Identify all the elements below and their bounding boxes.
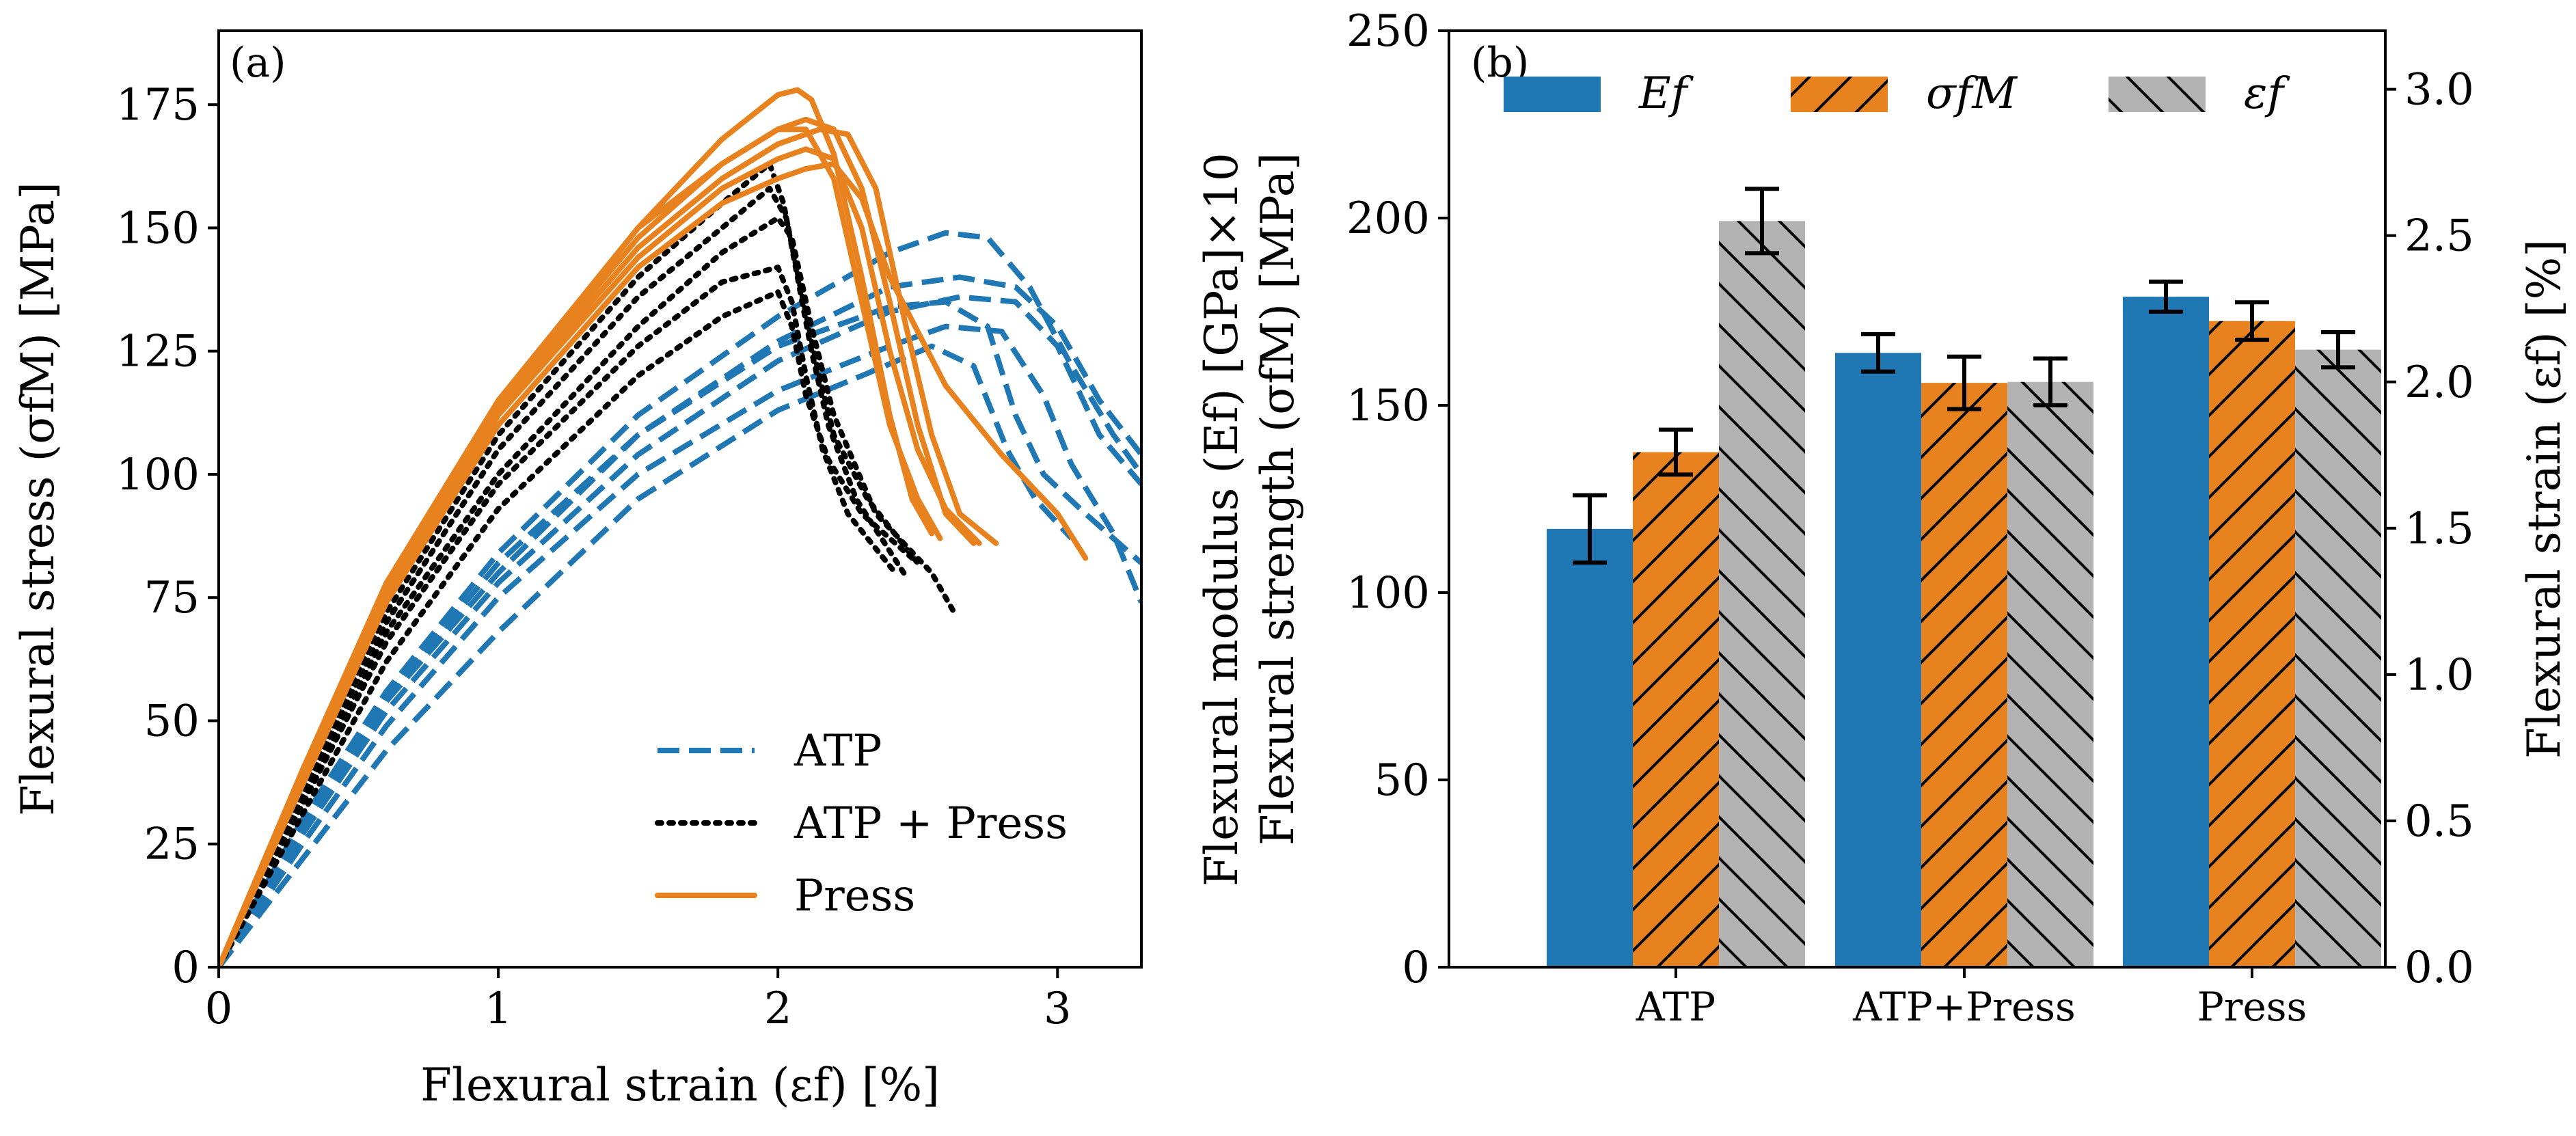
bar-atp-press-s2 (1921, 383, 2007, 967)
panel-b-axes-frame (1448, 29, 2387, 969)
b-ytick-left-label: 50 (1374, 755, 1430, 806)
panel-b-ylabel-right: Flexural strain (εf) [%] (2518, 239, 2571, 759)
a-ytick-label: 150 (116, 203, 200, 254)
legend-swatch-1 (1504, 77, 1601, 112)
a-xtick-label: 0 (205, 984, 233, 1034)
bar-atp-press-s3 (2007, 381, 2093, 967)
legend-label-1: Ef (1638, 68, 1694, 119)
panel-a-line-chart: 0 1 2 3 0 25 50 75 100 125 150 175 (a) Flexural str… (12, 29, 1143, 1111)
panel-a-ylabel: Flexural stress (σfM) [MPa] (12, 182, 64, 816)
b-category-label: Press (2197, 984, 2307, 1030)
legend-label-2: σfM (1926, 68, 2018, 119)
legend-label-atp-press: ATP + Press (794, 798, 1068, 849)
panel-a-tag: (a) (230, 39, 286, 87)
legend-label-3: εf (2244, 68, 2290, 119)
panel-b-legend: Ef σfM εf (1504, 68, 2290, 119)
b-ytick-right-label: 2.0 (2404, 357, 2474, 408)
curve-atp-3 (219, 294, 1141, 967)
curve-atp-press-4 (219, 289, 921, 967)
b-ytick-left-label: 200 (1346, 193, 1430, 244)
b-ytick-left-label: 250 (1346, 6, 1430, 57)
bar-atp-press-s1 (1835, 353, 1921, 967)
curve-atp-press-2 (219, 185, 921, 967)
a-xtick-label: 3 (1044, 984, 1072, 1034)
b-ytick-right-label: 1.0 (2404, 650, 2474, 701)
bar-atp-s3 (1719, 221, 1805, 967)
panel-a-xlabel: Flexural strain (εf) [%] (420, 1059, 940, 1111)
legend-swatch-3 (2109, 77, 2206, 112)
bar-press-s2 (2209, 321, 2295, 967)
b-ytick-right-label: 3.0 (2404, 65, 2474, 116)
curve-atp-5 (219, 323, 1141, 967)
bar-press-s1 (2123, 297, 2209, 968)
b-category-label: ATP+Press (1852, 984, 2076, 1030)
panel-b-ylabel-left-line2: Flexural strength (σfM) [MPa] (1251, 152, 1304, 846)
b-category-label: ATP (1636, 984, 1716, 1030)
b-ytick-right-label: 1.5 (2404, 504, 2474, 554)
curve-atp-6 (219, 343, 1074, 967)
curve-press-6 (219, 126, 943, 967)
panel-a-axes-frame (217, 29, 1143, 969)
a-xtick-label: 1 (485, 984, 513, 1034)
curve-atp-2 (219, 274, 1141, 967)
legend-swatch-2 (1791, 77, 1888, 112)
b-ytick-right-label: 2.5 (2404, 211, 2474, 262)
curve-atp-press-5 (219, 215, 957, 967)
panel-b-bar-chart: ATP ATP+Press Press 0 50 100 150 200 250 0.0 0.5 1.… (1195, 6, 2571, 1030)
legend-label-atp: ATP (794, 726, 882, 776)
a-ytick-label: 25 (144, 820, 200, 870)
panel-b-ylabel-left-line1: Flexural modulus (Ef) [GPa]×10 (1195, 152, 1248, 887)
a-ytick-label: 100 (116, 450, 200, 500)
curve-atp-4 (219, 299, 1141, 967)
b-ytick-right-label: 0.5 (2404, 796, 2474, 847)
bar-atp-s2 (1633, 452, 1719, 967)
panel-a-legend: ATP ATP + Press Press (655, 726, 1068, 921)
bar-atp-s1 (1547, 528, 1633, 967)
a-ytick-label: 175 (116, 80, 200, 131)
legend-label-press: Press (794, 871, 915, 921)
b-ytick-left-label: 100 (1346, 568, 1430, 619)
curve-atp-1 (219, 230, 1141, 967)
a-ytick-label: 125 (116, 327, 200, 377)
a-ytick-label: 75 (144, 573, 200, 623)
a-ytick-label: 0 (172, 943, 200, 993)
a-ytick-label: 50 (144, 696, 200, 746)
b-ytick-left-label: 0 (1402, 943, 1430, 993)
b-ytick-left-label: 150 (1346, 381, 1430, 431)
a-xtick-label: 2 (764, 984, 792, 1034)
b-ytick-right-label: 0.0 (2404, 943, 2474, 993)
bar-press-s3 (2295, 349, 2381, 967)
curve-press-4 (219, 146, 982, 967)
curve-press-5 (219, 161, 1089, 967)
